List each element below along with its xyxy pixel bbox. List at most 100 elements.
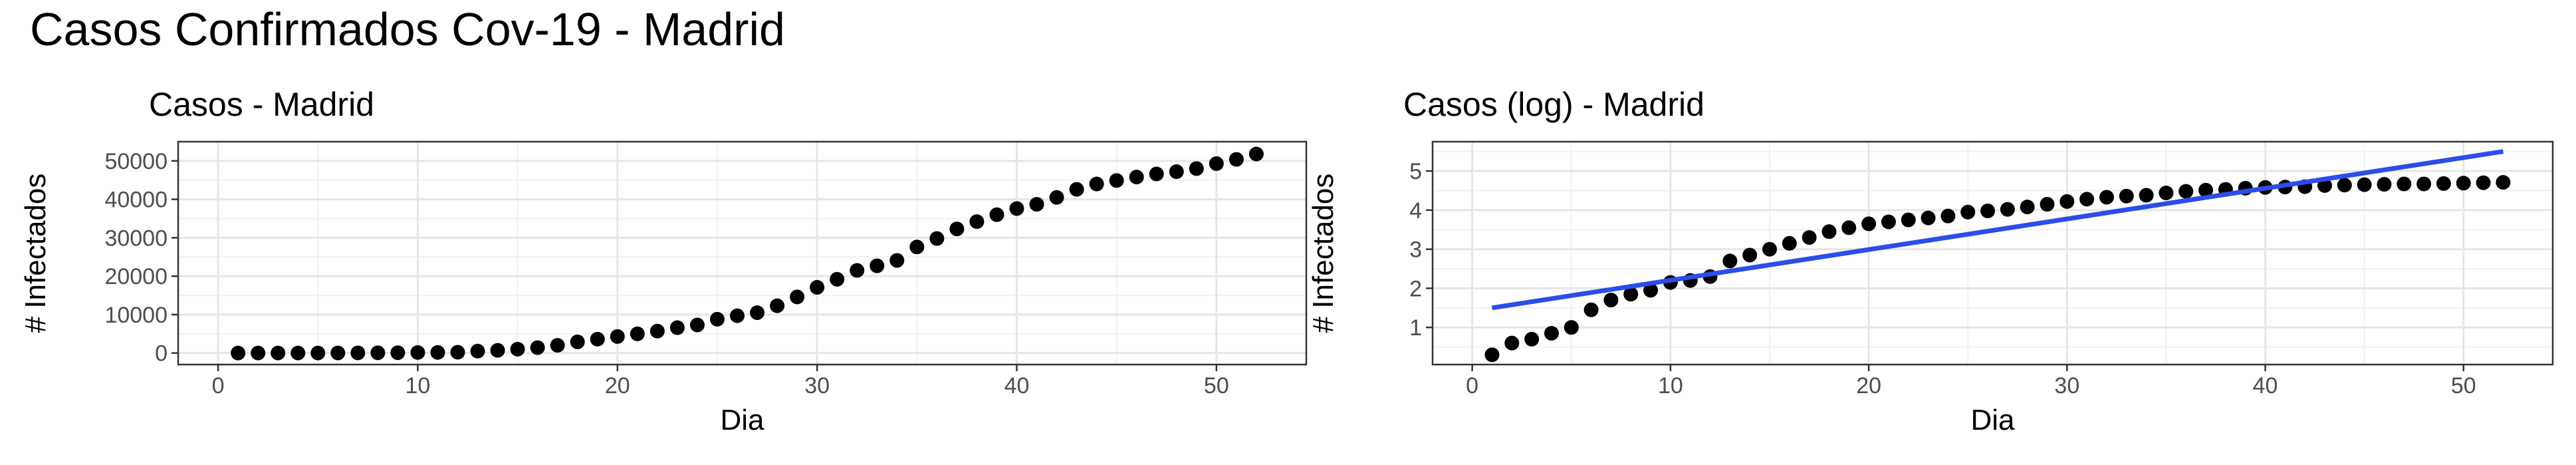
x-tick-label: 10 bbox=[406, 373, 431, 398]
data-point bbox=[1109, 173, 1124, 188]
data-point bbox=[430, 345, 445, 360]
x-axis-label: Dia bbox=[720, 404, 764, 436]
data-point bbox=[1089, 176, 1104, 192]
data-point bbox=[530, 340, 545, 355]
y-tick-label: 5 bbox=[1409, 159, 1422, 184]
data-point bbox=[669, 320, 685, 335]
data-point bbox=[490, 343, 505, 358]
data-point bbox=[949, 222, 965, 237]
data-point bbox=[2119, 188, 2134, 204]
data-point bbox=[2357, 177, 2372, 192]
data-point bbox=[1921, 210, 1936, 226]
data-point bbox=[1742, 247, 1758, 263]
data-point bbox=[1169, 164, 1184, 180]
x-tick-label: 0 bbox=[1466, 373, 1478, 398]
x-tick-label: 0 bbox=[212, 373, 225, 398]
data-point bbox=[2079, 192, 2095, 207]
data-point bbox=[2040, 197, 2055, 212]
data-point bbox=[830, 271, 845, 287]
data-point bbox=[570, 334, 585, 349]
data-point bbox=[1544, 325, 1559, 341]
data-point bbox=[2496, 175, 2511, 190]
x-tick-label: 30 bbox=[2054, 373, 2079, 398]
data-point bbox=[410, 345, 425, 360]
data-point bbox=[310, 345, 326, 361]
data-point bbox=[1782, 235, 1797, 251]
data-point bbox=[231, 345, 246, 361]
data-point bbox=[649, 323, 665, 339]
data-point bbox=[350, 345, 366, 361]
data-point bbox=[2337, 178, 2352, 193]
data-point bbox=[1960, 204, 1976, 220]
data-point bbox=[969, 214, 985, 230]
x-tick-label: 20 bbox=[605, 373, 630, 398]
data-point bbox=[291, 345, 306, 361]
data-point bbox=[2000, 202, 2015, 217]
data-point bbox=[709, 311, 725, 327]
data-point bbox=[790, 289, 805, 305]
data-point bbox=[1980, 204, 1996, 219]
data-point bbox=[750, 305, 765, 321]
y-tick-label: 2 bbox=[1409, 276, 1422, 301]
data-point bbox=[729, 308, 745, 323]
data-point bbox=[1821, 224, 1837, 239]
data-point bbox=[1643, 283, 1659, 298]
data-point bbox=[1248, 146, 1264, 162]
x-tick-label: 40 bbox=[1004, 373, 1030, 398]
data-point bbox=[1229, 152, 1244, 167]
y-tick-label: 4 bbox=[1409, 198, 1422, 224]
data-point bbox=[1149, 166, 1164, 182]
data-point bbox=[450, 345, 465, 360]
y-tick-label: 10000 bbox=[104, 303, 168, 328]
data-point bbox=[510, 341, 525, 357]
data-point bbox=[630, 326, 645, 341]
data-point bbox=[251, 345, 266, 361]
data-point bbox=[370, 345, 386, 361]
data-point bbox=[1762, 241, 1777, 257]
data-point bbox=[1722, 253, 1738, 269]
data-point bbox=[1524, 331, 1540, 347]
data-point bbox=[889, 253, 905, 268]
data-point bbox=[909, 239, 925, 255]
panel-cases: Casos - Madrid 0 10 20 30 40 50 0 10000 20000 3000… bbox=[19, 86, 1308, 436]
data-point bbox=[2020, 200, 2035, 215]
y-tick-label: 20000 bbox=[104, 264, 168, 289]
data-point bbox=[2456, 176, 2471, 191]
data-point bbox=[1841, 220, 1857, 235]
data-point bbox=[1209, 156, 1224, 171]
data-point bbox=[1802, 230, 1817, 245]
data-point bbox=[2178, 184, 2194, 199]
y-tick-label: 3 bbox=[1409, 237, 1422, 263]
data-point bbox=[1881, 214, 1896, 230]
y-tick-label: 0 bbox=[155, 341, 168, 367]
plot-border bbox=[177, 140, 1308, 366]
data-point bbox=[1189, 161, 1204, 176]
x-tick-label: 20 bbox=[1856, 373, 1881, 398]
data-point bbox=[1029, 197, 1044, 212]
data-point bbox=[2099, 190, 2114, 205]
plot-border bbox=[1431, 140, 2554, 366]
data-point bbox=[271, 345, 286, 361]
y-tick-label: 50000 bbox=[104, 149, 168, 174]
data-point bbox=[2436, 176, 2451, 191]
data-point bbox=[2159, 185, 2174, 200]
data-point bbox=[1940, 208, 1956, 224]
data-point bbox=[1129, 170, 1144, 185]
panel-cases-log: Casos (log) - Madrid 0 10 20 30 40 50 1 2 3 4 5 Dia #… bbox=[1307, 86, 2554, 436]
data-point bbox=[1603, 293, 1619, 308]
y-tick-label: 30000 bbox=[104, 226, 168, 251]
trend-line bbox=[1491, 149, 2504, 311]
y-tick-label: 40000 bbox=[104, 188, 168, 213]
x-tick-label: 50 bbox=[2451, 373, 2476, 398]
y-axis-label: # Infectados bbox=[1307, 174, 1340, 333]
x-tick-label: 40 bbox=[2253, 373, 2278, 398]
data-point bbox=[550, 338, 565, 353]
data-point bbox=[590, 331, 605, 347]
data-point bbox=[1009, 201, 1024, 216]
x-tick-label: 30 bbox=[804, 373, 830, 398]
data-point bbox=[1049, 190, 1064, 205]
data-point bbox=[1564, 320, 1579, 335]
data-point bbox=[2198, 182, 2214, 198]
data-point bbox=[810, 279, 825, 295]
